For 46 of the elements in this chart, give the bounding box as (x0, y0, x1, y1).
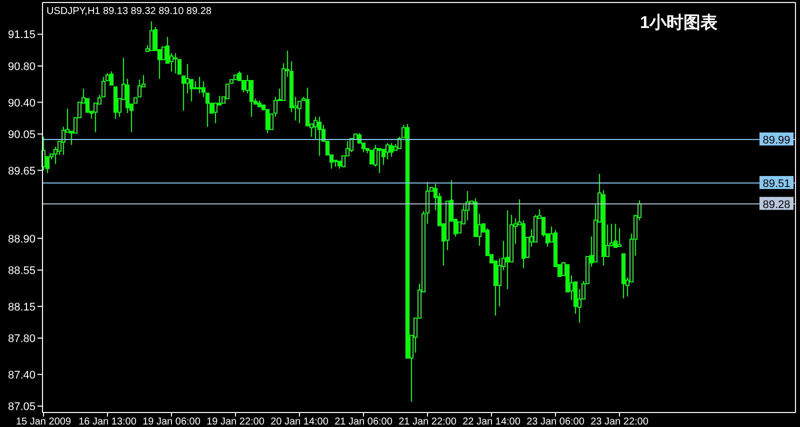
y-tick-label: 88.90 (8, 233, 36, 246)
x-tick-label: 15 Jan 2009 (16, 416, 72, 427)
text: 1小时图表 (640, 13, 718, 32)
y-tick-label: 90.80 (8, 60, 36, 73)
x-tick-label: 22 Jan 14:00 (462, 416, 521, 427)
candlestick (386, 142, 390, 160)
y-tick-label: 88.15 (8, 301, 36, 314)
ref-line-label: 89.51 (762, 178, 790, 190)
candlestick (602, 190, 606, 266)
x-tick-label: 19 Jan 06:00 (142, 416, 201, 427)
candlestick (114, 86, 118, 120)
candlestick (110, 70, 114, 86)
x-tick-label: 16 Jan 13:00 (78, 416, 137, 427)
x-tick-label: 23 Jan 22:00 (590, 416, 649, 427)
candlestick (618, 228, 622, 248)
y-tick-label: 88.55 (8, 265, 36, 278)
x-tick-label: 20 Jan 14:00 (270, 416, 329, 427)
x-tick-label: 19 Jan 22:00 (206, 416, 265, 427)
candlestick (198, 76, 202, 94)
ref-line-label: 89.28 (762, 198, 790, 211)
candlestick (306, 87, 310, 126)
ref-line-label: 89.99 (762, 134, 790, 146)
candlestick (126, 78, 130, 114)
candlestick (62, 126, 66, 156)
candlestick (506, 210, 510, 290)
x-tick-label: 21 Jan 06:00 (334, 416, 393, 427)
y-tick-label: 91.15 (8, 29, 36, 42)
y-tick-label: 87.80 (8, 333, 36, 346)
candlestick (390, 142, 394, 158)
chart-subtitle: USDJPY,H1 89.13 89.32 89.10 89.28 (46, 6, 212, 17)
y-tick-label: 90.05 (8, 129, 36, 142)
candlestick (318, 116, 322, 156)
x-tick-label: 23 Jan 06:00 (526, 416, 585, 427)
candlestick (174, 52, 178, 74)
candlestick (522, 220, 526, 269)
candlestick (614, 223, 618, 248)
y-tick-label: 87.05 (8, 401, 36, 414)
candlestick (378, 148, 382, 174)
y-tick-label: 89.65 (8, 165, 36, 178)
candlestick (258, 100, 262, 108)
y-tick-label: 87.40 (8, 369, 36, 382)
candlestick (298, 100, 302, 124)
y-tick-label: 90.40 (8, 97, 36, 110)
candlestick (622, 253, 626, 299)
x-tick-label: 21 Jan 22:00 (398, 416, 457, 427)
candlestick (150, 21, 154, 52)
